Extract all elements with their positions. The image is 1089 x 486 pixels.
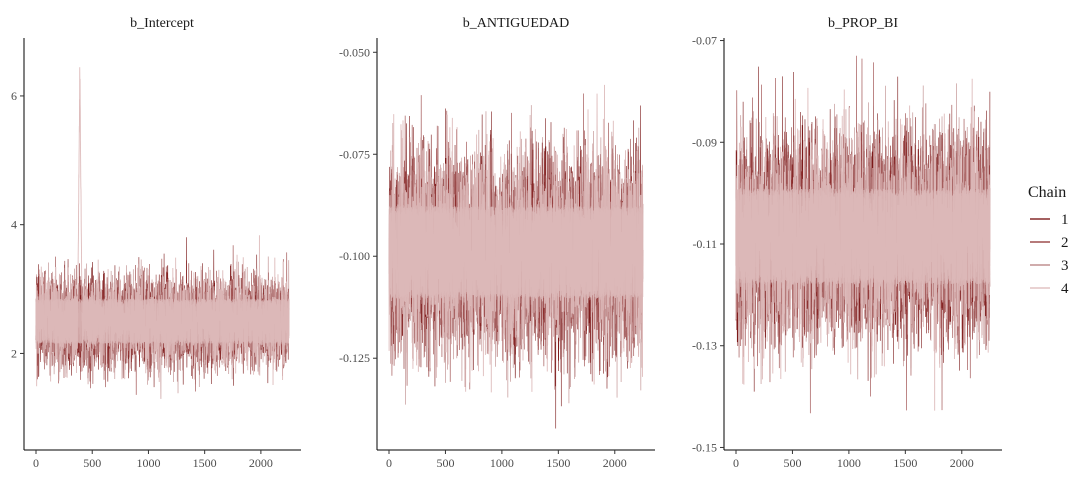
- panel-title: b_Intercept: [130, 16, 194, 31]
- x-tick-label: 2000: [249, 456, 273, 470]
- trace-lines: [388, 84, 644, 429]
- trace-lines: [735, 55, 991, 414]
- y-tick-label: -0.15: [692, 440, 717, 454]
- y-tick-label: -0.07: [692, 34, 717, 48]
- series-band-chain-4: [388, 206, 644, 299]
- panel-title: b_ANTIGUEDAD: [463, 16, 570, 31]
- legend: Chain 1 2 3 4: [1028, 184, 1069, 297]
- x-tick-label: 500: [436, 456, 454, 470]
- legend-label-chain-4: 4: [1061, 281, 1069, 297]
- x-tick-label: 500: [83, 456, 101, 470]
- x-tick-label: 2000: [950, 456, 974, 470]
- x-tick-label: 1000: [136, 456, 160, 470]
- x-tick-label: 2000: [603, 456, 627, 470]
- legend-label-chain-2: 2: [1061, 235, 1069, 251]
- panel-b_ANTIGUEDAD: b_ANTIGUEDAD -0.125 -0.100 -0.075 -0.050 0 500…: [339, 16, 655, 470]
- x-tick-label: 0: [733, 456, 739, 470]
- y-tick-label: -0.125: [339, 351, 370, 365]
- y-tick-label: -0.11: [692, 237, 717, 251]
- y-tick-label: 4: [11, 218, 17, 232]
- x-tick-label: 1500: [546, 456, 570, 470]
- legend-title: Chain: [1028, 184, 1066, 201]
- series-band-chain-4: [735, 188, 991, 285]
- y-tick-label: -0.050: [339, 45, 370, 59]
- y-tick-label: -0.09: [692, 135, 717, 149]
- panel-title: b_PROP_BI: [828, 16, 898, 31]
- y-tick-label: 6: [11, 89, 17, 103]
- panel-b_Intercept: b_Intercept 2 4 6 0 500 1000 1500 2000: [11, 16, 301, 470]
- x-tick-label: 0: [33, 456, 39, 470]
- x-tick-label: 1500: [893, 456, 917, 470]
- x-tick-label: 0: [386, 456, 392, 470]
- panel-b_PROP_BI: b_PROP_BI -0.15 -0.13 -0.11 -0.09 -0.07 0 500 10…: [692, 16, 1002, 470]
- series-band-chain-4: [35, 298, 290, 344]
- x-tick-label: 1000: [490, 456, 514, 470]
- y-tick-label: -0.100: [339, 249, 370, 263]
- trace-lines: [35, 67, 290, 399]
- x-tick-label: 1000: [837, 456, 861, 470]
- x-tick-label: 500: [783, 456, 801, 470]
- y-tick-label: 2: [11, 346, 17, 360]
- y-tick-label: -0.075: [339, 147, 370, 161]
- x-tick-label: 1500: [193, 456, 217, 470]
- legend-label-chain-1: 1: [1061, 212, 1069, 228]
- y-tick-label: -0.13: [692, 339, 717, 353]
- legend-label-chain-3: 3: [1061, 258, 1069, 274]
